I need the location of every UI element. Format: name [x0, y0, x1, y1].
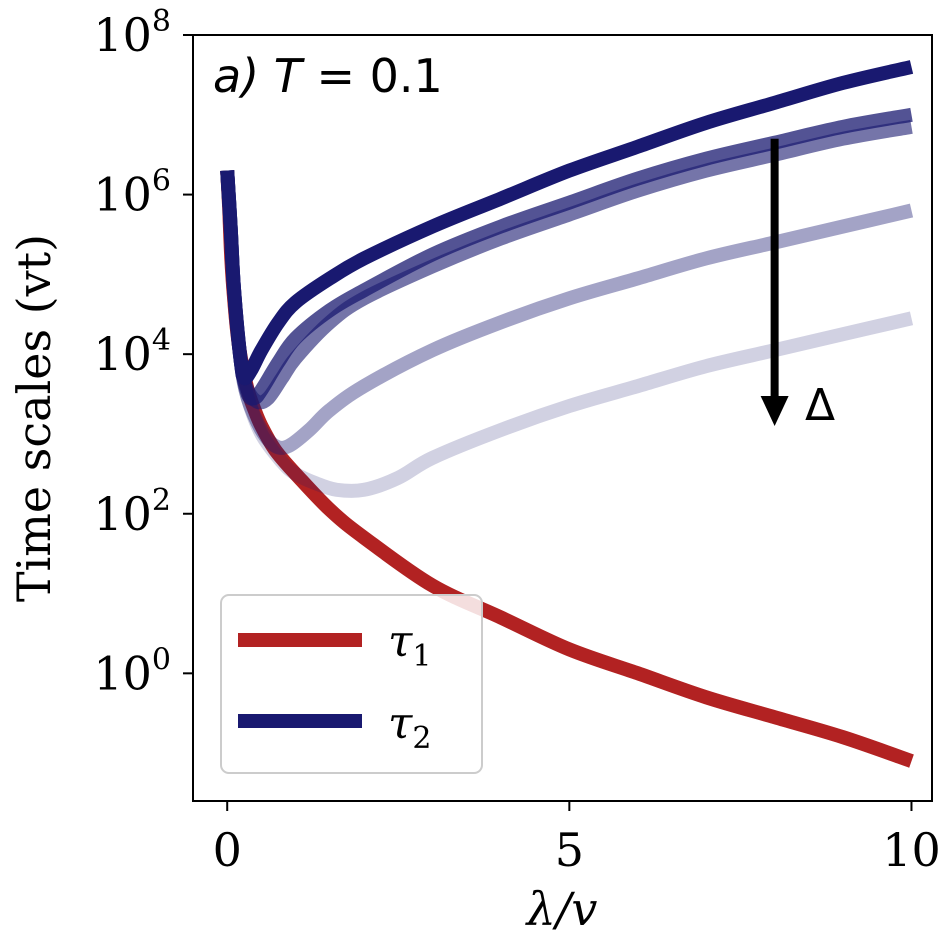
legend-box	[220, 594, 483, 774]
y-tick-label-0: 100	[93, 642, 171, 700]
legend-tau1-sub: 1	[412, 639, 431, 674]
x-tick-label-2: 10	[882, 823, 941, 877]
x-tick-label-1: 5	[555, 823, 584, 877]
y-tick-label-4: 108	[93, 4, 171, 62]
legend-tau2-symbol: τ	[388, 698, 413, 749]
delta-label: Δ	[805, 380, 835, 431]
y-tick-label-1: 102	[93, 483, 171, 541]
chart-title: a) T = 0.1	[213, 49, 443, 103]
title-rest: = 0.1	[302, 49, 443, 103]
axes-frame	[192, 34, 933, 802]
legend-label-tau1: τ1	[388, 616, 431, 674]
series-layer	[220, 60, 914, 768]
y-tick-label-2: 104	[93, 323, 171, 381]
tau2-curve-2	[220, 107, 913, 406]
y-tick-label-3: 106	[93, 164, 171, 222]
legend: τ1 τ2	[220, 594, 483, 774]
x-tick-label-0: 0	[213, 823, 242, 877]
tau2-curve-1	[220, 60, 914, 386]
x-axis-label: λ/v	[525, 882, 598, 935]
delta-arrow-head	[760, 395, 789, 426]
legend-tau1-symbol: τ	[388, 616, 413, 667]
title-prefix: a)	[213, 49, 274, 103]
delta-arrow	[760, 138, 789, 426]
title-variable: T	[274, 49, 306, 103]
ticks-layer: 0 5 10 100 102 104 106 108	[93, 4, 940, 877]
legend-label-tau2: τ2	[388, 698, 431, 756]
y-axis-label: Time scales (vt)	[7, 234, 61, 602]
legend-tau2-sub: 2	[412, 721, 431, 756]
